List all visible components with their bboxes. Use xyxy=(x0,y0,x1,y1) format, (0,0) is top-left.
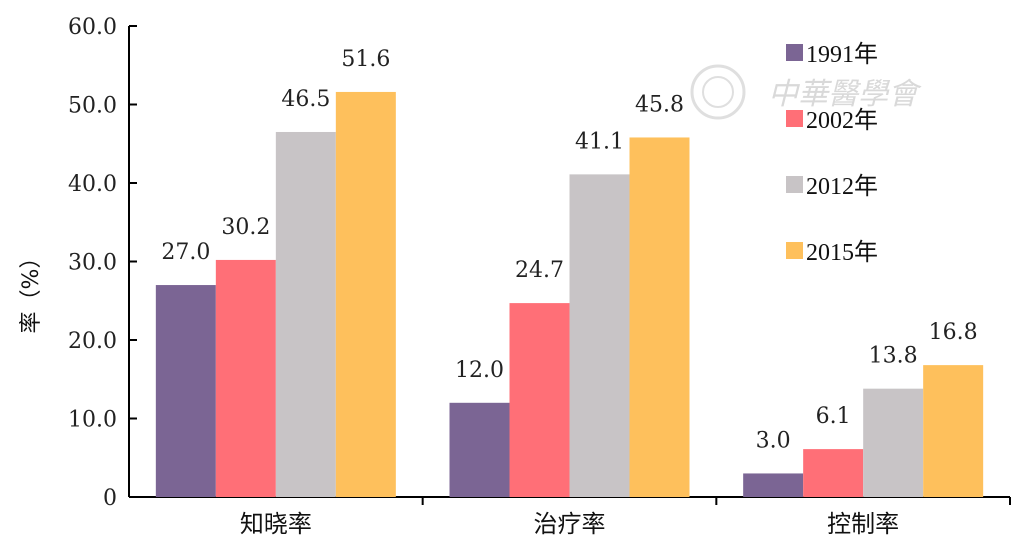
data-label: 24.7 xyxy=(515,258,564,283)
data-label: 51.6 xyxy=(341,47,390,72)
bars xyxy=(155,91,984,498)
bar xyxy=(569,174,630,498)
y-tick-label: 60.0 xyxy=(68,15,117,40)
legend-label: 2015年 xyxy=(806,239,878,266)
legend-swatch xyxy=(786,44,803,61)
legend-swatch xyxy=(786,176,803,193)
bar xyxy=(629,137,690,497)
bar xyxy=(155,285,216,497)
category-label: 知晓率 xyxy=(240,510,312,538)
bar xyxy=(803,449,864,497)
data-label: 30.2 xyxy=(221,215,270,240)
y-tick-label: 0 xyxy=(103,486,117,511)
y-axis-label: 率（%） xyxy=(19,247,44,334)
bar xyxy=(509,303,570,497)
bar xyxy=(923,365,984,497)
category-label: 治疗率 xyxy=(534,510,606,538)
bar xyxy=(863,388,924,497)
data-label: 27.0 xyxy=(161,240,210,265)
x-ticks xyxy=(421,497,1011,505)
legend-label: 2012年 xyxy=(806,173,878,200)
legend-label: 1991年 xyxy=(806,41,878,68)
y-tick-label: 10.0 xyxy=(68,408,117,433)
bar xyxy=(335,91,396,497)
data-label: 16.8 xyxy=(929,320,978,345)
legend-swatch xyxy=(786,110,803,127)
data-label: 46.5 xyxy=(281,87,330,112)
y-tick-label: 20.0 xyxy=(68,329,117,354)
data-label: 45.8 xyxy=(635,92,684,117)
data-label: 13.8 xyxy=(869,344,918,369)
legend-label: 2002年 xyxy=(806,107,878,134)
bar xyxy=(449,402,510,497)
data-label: 6.1 xyxy=(816,404,851,429)
legend: 1991年 2002年 2012年 2015年 xyxy=(786,41,878,266)
y-tick-label: 30.0 xyxy=(68,251,117,276)
watermark xyxy=(690,64,746,120)
data-label: 3.0 xyxy=(756,428,791,453)
watermark-text: 中華醫學會 xyxy=(768,77,922,112)
legend-swatch xyxy=(786,242,803,259)
data-labels: 27.0 30.2 46.5 51.6 12.0 24.7 41.1 45.8 3.0 6.1 13… xyxy=(161,47,977,454)
y-tick-label: 50.0 xyxy=(68,94,117,119)
y-tick-label: 40.0 xyxy=(68,172,117,197)
y-ticks: 0 10.0 20.0 30.0 40.0 50.0 60.0 xyxy=(68,15,137,511)
category-label: 控制率 xyxy=(827,510,899,538)
data-label: 12.0 xyxy=(455,358,504,383)
bar xyxy=(215,259,276,497)
bar xyxy=(275,131,336,497)
category-labels: 知晓率 治疗率 控制率 xyxy=(240,510,899,538)
bar xyxy=(743,473,804,497)
data-label: 41.1 xyxy=(575,129,624,154)
watermark-seal-icon xyxy=(690,64,746,120)
